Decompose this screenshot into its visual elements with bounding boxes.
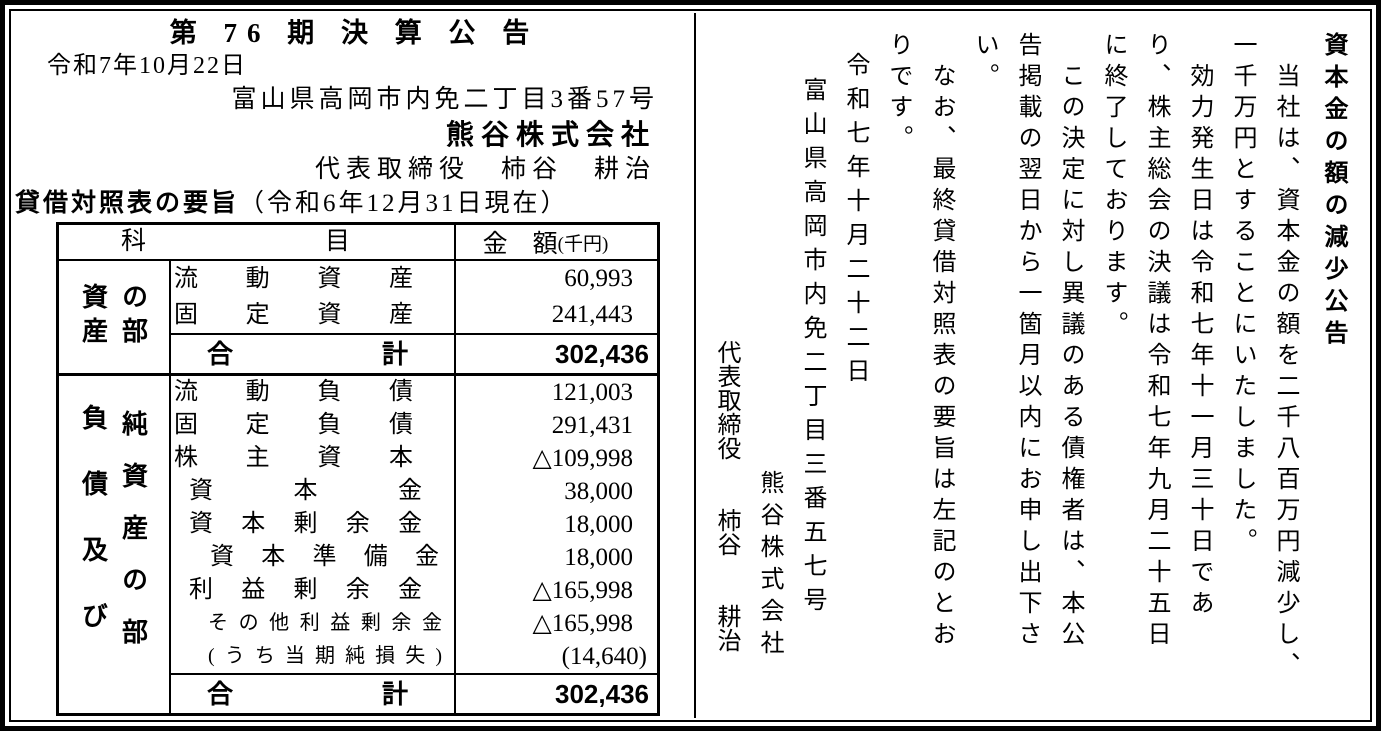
inner-frame-border: 第 76 期 決 算 公 告 令和7年10月22日 富山県高岡市内免二丁目3番5… (9, 9, 1372, 722)
notice-content: 第 76 期 決 算 公 告 令和7年10月22日 富山県高岡市内免二丁目3番5… (13, 13, 1368, 718)
row-label: 資本金 (189, 478, 422, 504)
vertical-text-column: 効力発生日は令和七年十一月三十日であ (1186, 63, 1212, 621)
row-amount: 241,443 (454, 297, 657, 333)
table-header-row: 科目 金 額 (千円) (59, 225, 657, 261)
table-row: 資本剰余金 18,000 (171, 508, 657, 541)
vertical-text-column: い。 (971, 32, 997, 94)
vertical-text-column: なお、最終貸借対照表の要旨は左記のとお (928, 63, 954, 652)
liabilities-total-row: 合計 302,436 (171, 673, 657, 713)
row-amount: △165,998 (454, 607, 657, 640)
vertical-text-column: 当社は、資本金の額を二千八百万円減少し、 (1272, 63, 1298, 683)
vertical-text-column: 資本金の額の減少公告 (1320, 32, 1347, 352)
balance-sheet-heading-bold: 貸借対照表の要旨 (15, 189, 240, 217)
table-row: 流動資産 60,993 (171, 261, 657, 297)
table-row: 流動負債 121,003 (171, 376, 657, 409)
liabilities-label-col2: 純資産の部 (118, 409, 149, 670)
row-label: その他利益剰余金 (208, 612, 442, 634)
row-label: 資本準備金 (210, 544, 439, 570)
row-label: 利益剰余金 (189, 577, 422, 603)
row-label: 流動資産 (174, 266, 413, 292)
table-row: 株主資本 △109,998 (171, 442, 657, 475)
table-row: (うち当期純損失) (14,640) (171, 640, 657, 673)
table-row: 利益剰余金 △165,998 (171, 574, 657, 607)
table-row: 固定資産 241,443 (171, 297, 657, 333)
assets-label-col1: 資産 (78, 283, 109, 351)
row-label: 固定負債 (174, 412, 413, 438)
balance-sheet-table: 科目 金 額 (千円) 資産 の部 (56, 222, 660, 716)
assets-section-label: 資産 の部 (59, 261, 171, 373)
header-item-column: 科目 (121, 228, 350, 255)
liabilities-rows: 流動負債 121,003 固定負債 291,431 (171, 376, 657, 673)
vertical-text-column: 一千万円とすることにいたしました。 (1229, 32, 1255, 559)
row-amount: 18,000 (454, 508, 657, 541)
company-address: 富山県高岡市内免二丁目3番57号 (231, 86, 658, 113)
row-amount: 60,993 (454, 261, 657, 297)
liabilities-section: 負債及び 純資産の部 流動負債 121,003 (59, 373, 657, 713)
row-label: 資本剰余金 (189, 511, 422, 537)
representative-name: 代表取締役 柿谷 耕治 (314, 156, 656, 183)
pane-divider-line (694, 13, 696, 718)
row-label: 流動負債 (174, 379, 413, 405)
notice-date: 令和7年10月22日 (47, 53, 247, 79)
row-amount: △165,998 (454, 574, 657, 607)
assets-total-label: 合計 (207, 339, 408, 369)
vertical-text-column: りです。 (885, 32, 911, 156)
table-row: その他利益剰余金 △165,998 (171, 607, 657, 640)
vertical-text-column: 代表取締役 柿谷 耕治 (713, 340, 739, 652)
vertical-text-column: 告掲載の翌日から一箇月以内にお申し出下さ (1014, 32, 1040, 652)
table-row: 資本準備金 18,000 (171, 541, 657, 574)
assets-section: 資産 の部 流動資産 60,993 (59, 261, 657, 373)
header-amount-label: 金 額 (482, 231, 558, 258)
row-amount: △109,998 (454, 442, 657, 475)
header-amount-unit: (千円) (557, 233, 609, 255)
company-name: 熊谷株式会社 (445, 119, 656, 150)
row-amount: 121,003 (454, 376, 657, 409)
header-amount-column: 金 額 (千円) (454, 225, 657, 259)
balance-sheet-heading: 貸借対照表の要旨（令和6年12月31日現在） (15, 186, 694, 220)
row-amount: 18,000 (454, 541, 657, 574)
liabilities-total-amount: 302,436 (454, 675, 657, 713)
financial-results-pane: 第 76 期 決 算 公 告 令和7年10月22日 富山県高岡市内免二丁目3番5… (13, 13, 694, 718)
row-amount: (14,640) (454, 640, 657, 673)
vertical-text-column: 熊谷株式会社 (756, 470, 782, 662)
assets-rows: 流動資産 60,993 固定資産 241,443 (171, 261, 657, 333)
table-row: 資本金 38,000 (171, 475, 657, 508)
liabilities-label-col1: 負債及び (78, 403, 109, 668)
liabilities-total-label: 合計 (207, 679, 408, 709)
vertical-text-column: 令和七年十月二十二日 (842, 52, 868, 392)
table-row: 固定負債 291,431 (171, 409, 657, 442)
capital-reduction-notice: 資本金の額の減少公告 当社は、資本金の額を二千八百万円減少し、 一千万円とするこ… (696, 13, 1368, 718)
balance-sheet-asof: （令和6年12月31日現在） (239, 190, 569, 217)
assets-total-amount: 302,436 (454, 335, 657, 373)
vertical-text-column: に終了しております。 (1100, 32, 1126, 342)
notice-title: 第 76 期 決 算 公 告 (169, 18, 540, 48)
assets-total-row: 合計 302,436 (171, 333, 657, 373)
row-amount: 291,431 (454, 409, 657, 442)
row-amount: 38,000 (454, 475, 657, 508)
liabilities-section-label: 負債及び 純資産の部 (59, 376, 171, 713)
row-label: 固定資産 (174, 302, 413, 328)
row-label: (うち当期純損失) (208, 645, 442, 667)
row-label: 株主資本 (174, 445, 413, 471)
vertical-text-column: この決定に対し異議のある債権者は、本公 (1057, 63, 1083, 652)
vertical-text-column: り、株主総会の決議は令和七年九月二十五日 (1143, 32, 1169, 652)
assets-label-col2: の部 (118, 283, 149, 351)
vertical-text-column: 富山県高岡市内免二丁目三番五七号 (799, 77, 825, 621)
